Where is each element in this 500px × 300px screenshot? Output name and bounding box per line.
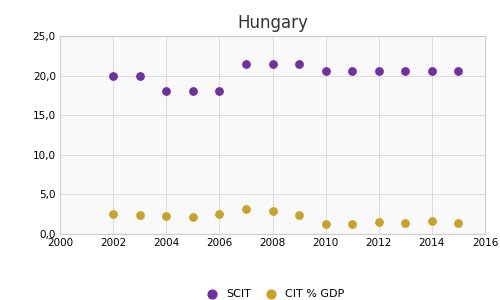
CIT % GDP — [162, 213, 170, 218]
SCIT — [375, 68, 383, 73]
CIT % GDP — [268, 208, 276, 213]
SCIT — [348, 68, 356, 73]
CIT % GDP — [322, 222, 330, 227]
SCIT — [322, 68, 330, 73]
SCIT — [136, 73, 143, 78]
SCIT — [189, 89, 197, 94]
SCIT — [216, 89, 224, 94]
SCIT — [428, 68, 436, 73]
Legend: SCIT, CIT % GDP: SCIT, CIT % GDP — [196, 285, 349, 300]
SCIT — [295, 61, 303, 66]
CIT % GDP — [428, 218, 436, 223]
SCIT — [109, 73, 117, 78]
CIT % GDP — [295, 213, 303, 218]
SCIT — [162, 89, 170, 94]
CIT % GDP — [348, 222, 356, 227]
SCIT — [242, 61, 250, 66]
SCIT — [268, 61, 276, 66]
CIT % GDP — [375, 220, 383, 224]
SCIT — [454, 68, 462, 73]
CIT % GDP — [402, 220, 409, 225]
CIT % GDP — [242, 207, 250, 212]
CIT % GDP — [136, 213, 143, 218]
CIT % GDP — [189, 214, 197, 219]
SCIT — [402, 68, 409, 73]
CIT % GDP — [454, 220, 462, 225]
Title: Hungary: Hungary — [237, 14, 308, 32]
CIT % GDP — [216, 212, 224, 217]
CIT % GDP — [109, 212, 117, 217]
